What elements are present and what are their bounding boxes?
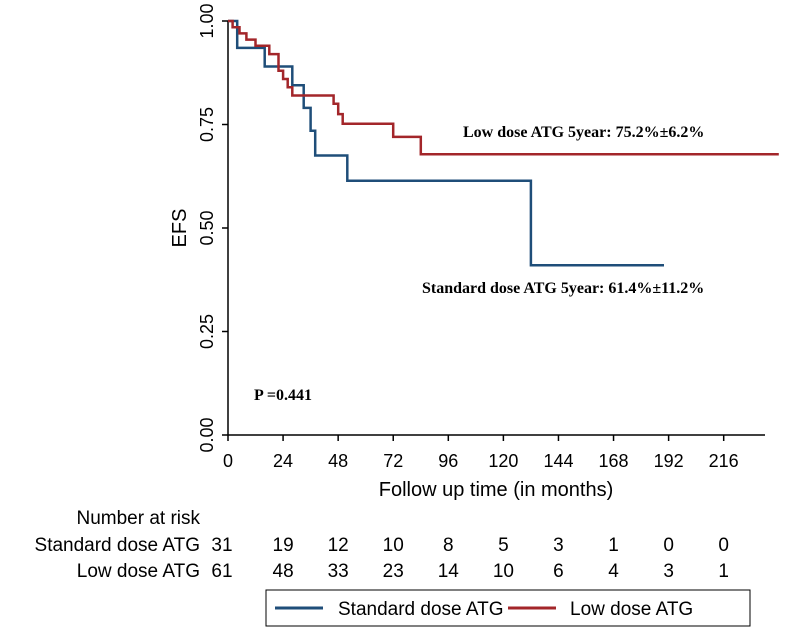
risk-row-label: Standard dose ATG xyxy=(35,535,200,556)
risk-count: 3 xyxy=(663,561,674,582)
legend-label-standard: Standard dose ATG xyxy=(338,599,503,620)
y-tick-label: 0.00 xyxy=(197,417,217,452)
risk-count: 19 xyxy=(273,535,294,556)
risk-count: 5 xyxy=(498,535,509,556)
risk-count: 8 xyxy=(443,535,454,556)
risk-count: 0 xyxy=(718,535,729,556)
standard-dose-annotation: Standard dose ATG 5year: 61.4%±11.2% xyxy=(422,280,704,297)
legend: Standard dose ATG Low dose ATG xyxy=(265,589,751,627)
risk-count: 12 xyxy=(328,535,349,556)
y-tick-label: 1.00 xyxy=(197,3,217,38)
risk-count: 1 xyxy=(718,561,729,582)
x-axis-label: Follow up time (in months) xyxy=(379,479,614,501)
risk-count: 1 xyxy=(608,535,619,556)
y-tick-label: 0.50 xyxy=(197,210,217,245)
risk-table-title: Number at risk xyxy=(76,508,200,529)
x-tick-label: 168 xyxy=(599,451,629,471)
risk-count: 33 xyxy=(328,561,349,582)
y-tick-label: 0.75 xyxy=(197,107,217,142)
y-axis-ticks: 0.00 0.25 0.50 0.75 1.00 xyxy=(197,3,228,453)
x-tick-label: 144 xyxy=(543,451,573,471)
risk-count: 48 xyxy=(273,561,294,582)
x-tick-label: 96 xyxy=(438,451,458,471)
y-tick-label: 0.25 xyxy=(197,314,217,349)
risk-count: 6 xyxy=(553,561,564,582)
x-tick-label: 120 xyxy=(488,451,518,471)
risk-count: 4 xyxy=(608,561,619,582)
risk-count: 10 xyxy=(493,561,514,582)
risk-count: 0 xyxy=(663,535,674,556)
low-dose-annotation: Low dose ATG 5year: 75.2%±6.2% xyxy=(463,124,704,141)
y-axis-label: EFS xyxy=(169,209,191,248)
risk-count: 3 xyxy=(553,535,564,556)
risk-count: 61 xyxy=(211,561,232,582)
survival-curves xyxy=(228,19,779,267)
series-line-standard xyxy=(228,19,664,267)
risk-count: 23 xyxy=(383,561,404,582)
x-tick-label: 216 xyxy=(709,451,739,471)
series-line-low xyxy=(228,19,779,156)
x-axis-ticks: 0 24 48 72 96 120 144 168 192 216 xyxy=(223,435,739,471)
x-tick-label: 192 xyxy=(654,451,684,471)
p-value: P =0.441 xyxy=(254,387,312,404)
x-tick-label: 24 xyxy=(273,451,293,471)
x-tick-label: 0 xyxy=(223,451,233,471)
x-tick-label: 72 xyxy=(383,451,403,471)
risk-count: 10 xyxy=(383,535,404,556)
legend-label-low: Low dose ATG xyxy=(570,599,693,620)
risk-row-label: Low dose ATG xyxy=(77,561,200,582)
risk-count: 14 xyxy=(438,561,460,582)
risk-count: 31 xyxy=(211,535,232,556)
x-tick-label: 48 xyxy=(328,451,348,471)
